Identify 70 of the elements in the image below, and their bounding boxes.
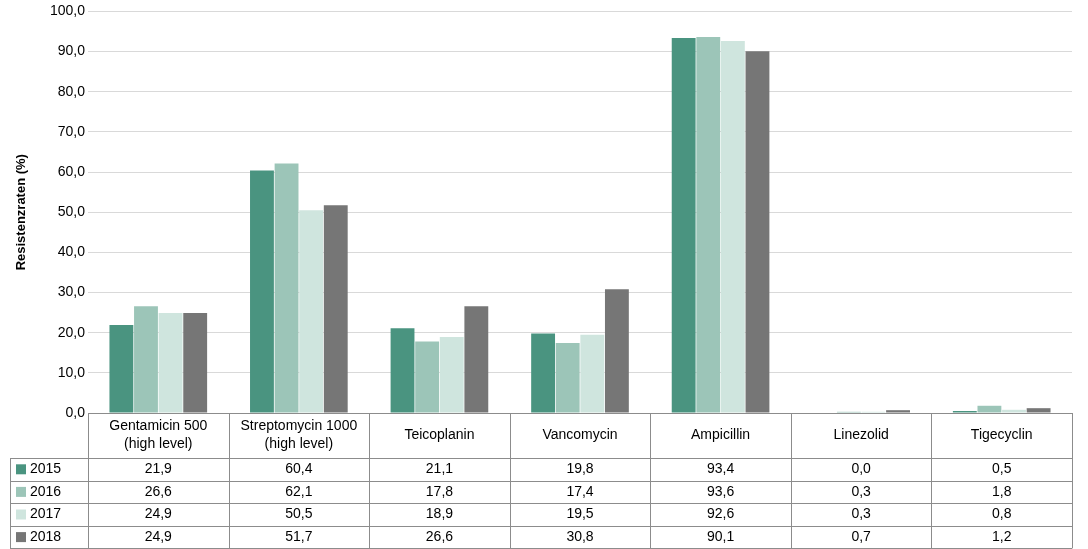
data-label: 92,6 — [706, 505, 735, 522]
data-label: 60,4 — [285, 460, 313, 477]
bar — [390, 328, 415, 413]
bar — [183, 313, 208, 413]
bar — [109, 325, 134, 413]
data-label: 1,8 — [991, 482, 1012, 499]
bar — [977, 405, 1002, 413]
data-label: 24,9 — [144, 527, 173, 544]
bar — [604, 289, 629, 413]
legend-label: 2018 — [30, 527, 62, 544]
data-label: 0,3 — [851, 482, 872, 499]
x-tick-label: Gentamicin 500 (high level) — [109, 417, 208, 452]
y-tick-label: 10,0 — [57, 363, 86, 380]
y-tick-label: 80,0 — [57, 82, 86, 99]
bar — [134, 306, 158, 413]
data-label: 0,7 — [851, 527, 872, 544]
y-tick-label: 20,0 — [57, 323, 86, 340]
x-tick-label: Vancomycin — [542, 426, 618, 443]
data-label: 93,4 — [706, 460, 735, 477]
y-axis-title: Resistenzraten (%) — [13, 154, 29, 271]
legend-label: 2015 — [30, 460, 62, 477]
bar — [464, 306, 489, 413]
data-label: 21,9 — [144, 460, 173, 477]
bar — [1002, 409, 1026, 413]
data-label: 90,1 — [706, 527, 735, 544]
data-label: 0,5 — [991, 460, 1012, 477]
data-label: 21,1 — [425, 460, 454, 477]
data-label: 19,8 — [566, 460, 594, 477]
data-label: 30,8 — [566, 527, 594, 544]
bar — [274, 163, 299, 413]
legend-label: 2017 — [30, 505, 62, 522]
data-label: 50,5 — [285, 505, 313, 522]
y-tick-label: 50,0 — [57, 203, 86, 220]
x-tick-label: Ampicillin — [691, 426, 751, 443]
y-tick-label: 40,0 — [57, 243, 86, 260]
y-tick-label: 60,0 — [57, 162, 86, 179]
bar — [323, 205, 348, 413]
x-tick-label: Tigecyclin — [970, 426, 1033, 443]
data-label: 93,6 — [706, 482, 735, 499]
data-label: 19,5 — [566, 505, 594, 522]
data-label: 17,4 — [566, 482, 594, 499]
x-tick-label: Streptomycin 1000 (high level) — [240, 417, 358, 452]
x-tick-label: Linezolid — [833, 426, 889, 443]
y-tick-label: 100,0 — [49, 2, 86, 19]
bar — [555, 343, 580, 413]
bar — [886, 410, 910, 413]
bar — [745, 51, 770, 413]
data-label: 0,8 — [991, 505, 1012, 522]
y-tick-label: 90,0 — [57, 42, 86, 59]
y-tick-label: 70,0 — [57, 122, 86, 139]
bar — [531, 333, 556, 413]
data-label: 51,7 — [285, 527, 313, 544]
bar — [696, 37, 721, 413]
bar — [415, 341, 440, 413]
bar — [250, 170, 274, 413]
data-label: 26,6 — [144, 482, 173, 499]
data-label: 24,9 — [144, 505, 173, 522]
bar — [671, 37, 696, 413]
data-label: 0,0 — [851, 460, 872, 477]
data-label: 26,6 — [425, 527, 454, 544]
data-label: 62,1 — [285, 482, 313, 499]
y-tick-label: 30,0 — [57, 283, 86, 300]
y-tick-label: 0,0 — [65, 403, 86, 420]
legend-label: 2016 — [30, 482, 62, 499]
x-tick-label: Teicoplanin — [404, 426, 475, 443]
data-label: 0,3 — [851, 505, 872, 522]
data-label: 1,2 — [991, 527, 1012, 544]
bar — [1026, 408, 1051, 413]
data-label: 17,8 — [425, 482, 454, 499]
data-label: 18,9 — [425, 505, 454, 522]
